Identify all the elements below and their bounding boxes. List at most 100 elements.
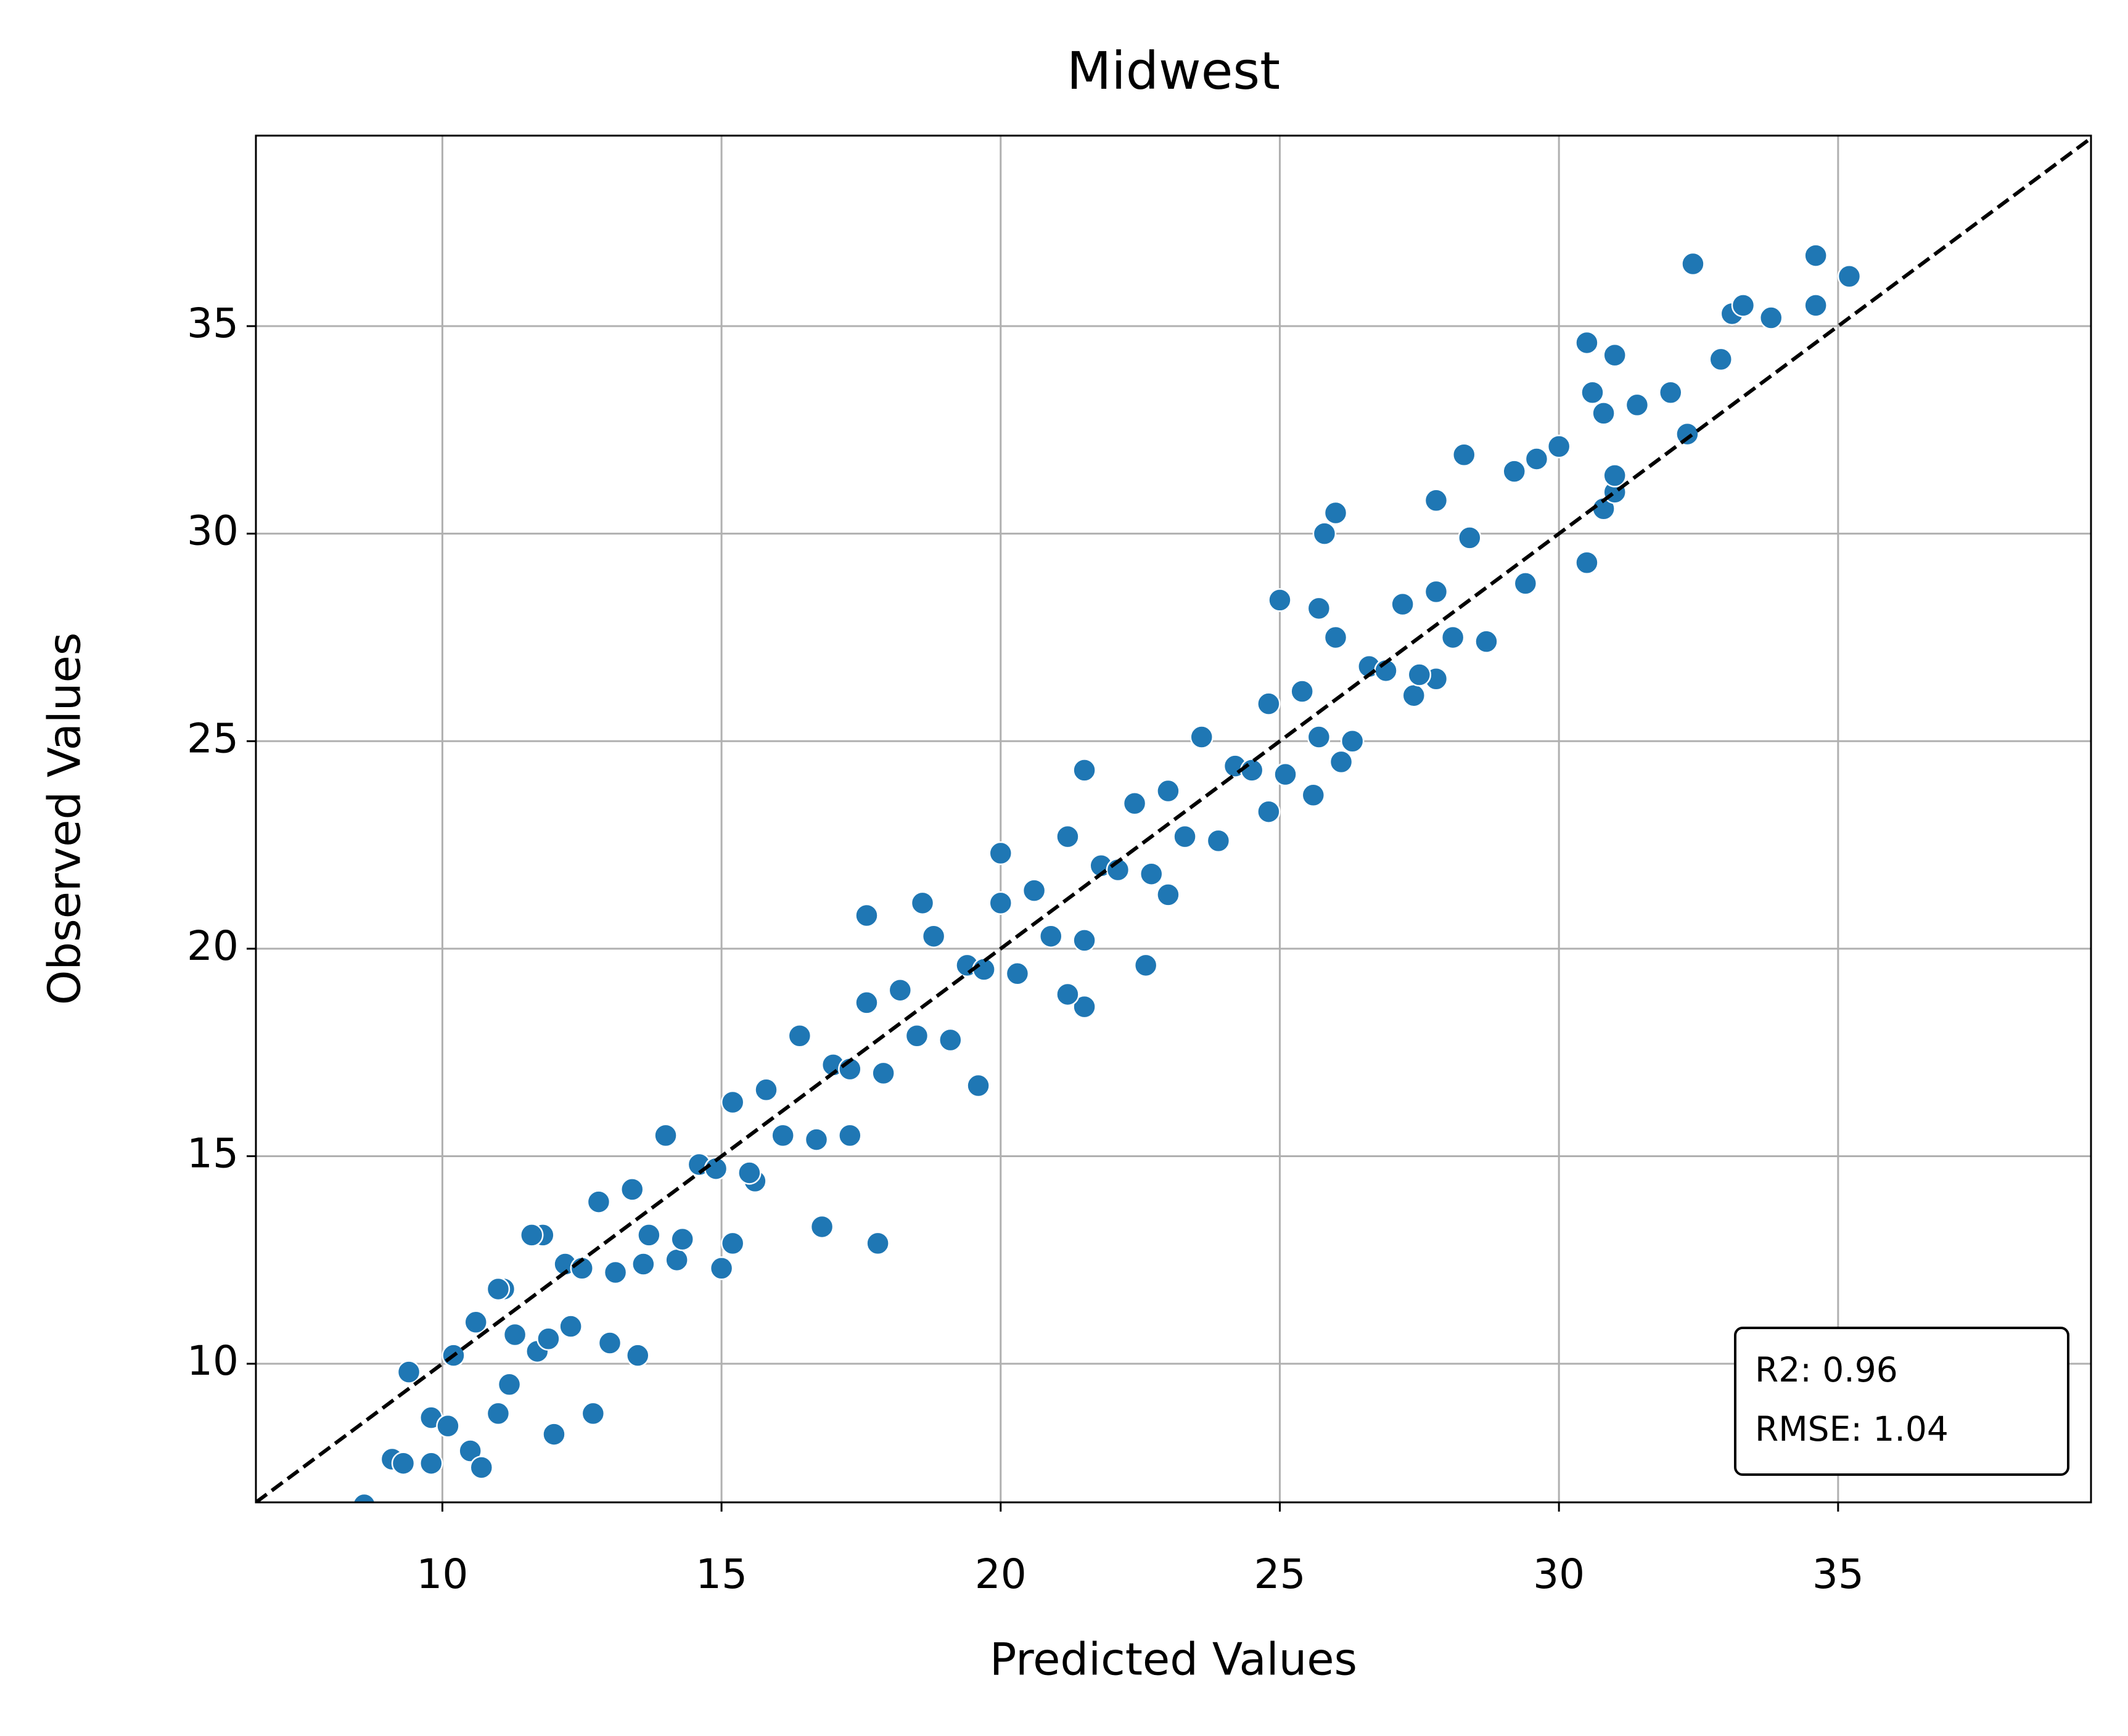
point — [1603, 464, 1627, 488]
x-tick-label: 10 — [416, 1550, 468, 1598]
point — [1407, 663, 1432, 687]
point — [1575, 330, 1599, 355]
point — [988, 891, 1013, 915]
point — [921, 924, 946, 948]
point — [1323, 625, 1348, 650]
point — [469, 1456, 494, 1480]
point — [1173, 824, 1197, 849]
point — [1307, 596, 1331, 621]
point — [598, 1331, 622, 1355]
y-tick-label: 15 — [187, 1130, 239, 1177]
point — [1072, 928, 1096, 952]
point — [1056, 824, 1080, 849]
point — [1402, 683, 1426, 708]
point — [396, 1360, 421, 1384]
point — [1139, 862, 1164, 886]
point — [637, 1223, 661, 1247]
point — [1239, 758, 1264, 782]
point — [1452, 443, 1476, 467]
point — [631, 1252, 655, 1276]
plot-frame — [255, 134, 2092, 1504]
point — [720, 1231, 745, 1256]
point — [1206, 829, 1231, 853]
point — [391, 1451, 416, 1475]
point — [905, 1024, 929, 1048]
annotation-line: R2: 0.96 — [1755, 1350, 1898, 1390]
chart-title: Midwest — [1067, 41, 1280, 101]
point — [542, 1422, 566, 1446]
y-tick-label: 25 — [187, 714, 239, 762]
y-tick-label: 20 — [187, 922, 239, 970]
point — [1022, 878, 1046, 903]
point — [1458, 526, 1482, 550]
point — [352, 1492, 376, 1502]
diagonal-line — [256, 136, 2091, 1502]
point — [1681, 252, 1705, 276]
point — [603, 1260, 628, 1285]
point — [1804, 293, 1828, 317]
grid — [256, 136, 2091, 1502]
point — [1005, 962, 1030, 986]
point — [665, 1248, 689, 1272]
point — [1307, 725, 1331, 749]
point — [1122, 792, 1147, 816]
annotation-box — [1734, 1327, 2069, 1476]
point — [1675, 422, 1699, 446]
point — [1580, 380, 1604, 404]
point — [1731, 293, 1756, 317]
point — [1133, 953, 1158, 978]
point — [1323, 501, 1348, 525]
plot-area — [256, 136, 2091, 1502]
point — [1709, 347, 1733, 372]
point — [436, 1414, 460, 1438]
point — [1039, 924, 1063, 948]
point — [810, 1214, 834, 1239]
x-tick-label: 30 — [1533, 1550, 1585, 1598]
point — [888, 978, 913, 1002]
point — [1524, 447, 1549, 471]
point — [1312, 522, 1337, 546]
x-tick-label: 15 — [696, 1550, 747, 1598]
point — [1837, 264, 1862, 289]
point — [988, 841, 1013, 866]
ticks: 10 15 20 25 30 35 10 15 20 25 30 35 — [187, 300, 1864, 1598]
point — [972, 957, 996, 981]
point — [1474, 629, 1498, 653]
point — [486, 1401, 511, 1426]
point — [771, 1123, 795, 1148]
point — [1072, 758, 1096, 782]
point — [536, 1327, 561, 1351]
point — [1804, 244, 1828, 268]
point — [1592, 401, 1616, 425]
point — [1759, 306, 1783, 330]
point — [497, 1372, 522, 1397]
point — [709, 1256, 734, 1280]
y-tick-label: 30 — [187, 507, 239, 555]
point — [910, 891, 935, 915]
point — [1658, 380, 1683, 404]
point — [1424, 488, 1448, 513]
point — [1329, 750, 1354, 774]
point — [1257, 800, 1281, 824]
point — [654, 1123, 678, 1148]
point — [1625, 393, 1649, 417]
point — [804, 1128, 829, 1152]
point — [1340, 729, 1365, 753]
point — [1424, 579, 1448, 604]
point — [1156, 779, 1180, 803]
y-tick-label: 35 — [187, 300, 239, 347]
x-axis-label: Predicted Values — [990, 1634, 1357, 1685]
point — [670, 1227, 694, 1251]
x-tick-label: 25 — [1254, 1550, 1305, 1598]
point — [966, 1073, 990, 1098]
point — [939, 1028, 963, 1052]
point — [855, 903, 879, 928]
point — [838, 1123, 862, 1148]
point — [754, 1078, 778, 1102]
point — [1547, 435, 1571, 459]
point — [1575, 551, 1599, 575]
point — [486, 1277, 511, 1301]
point — [1257, 692, 1281, 716]
point — [559, 1314, 583, 1338]
